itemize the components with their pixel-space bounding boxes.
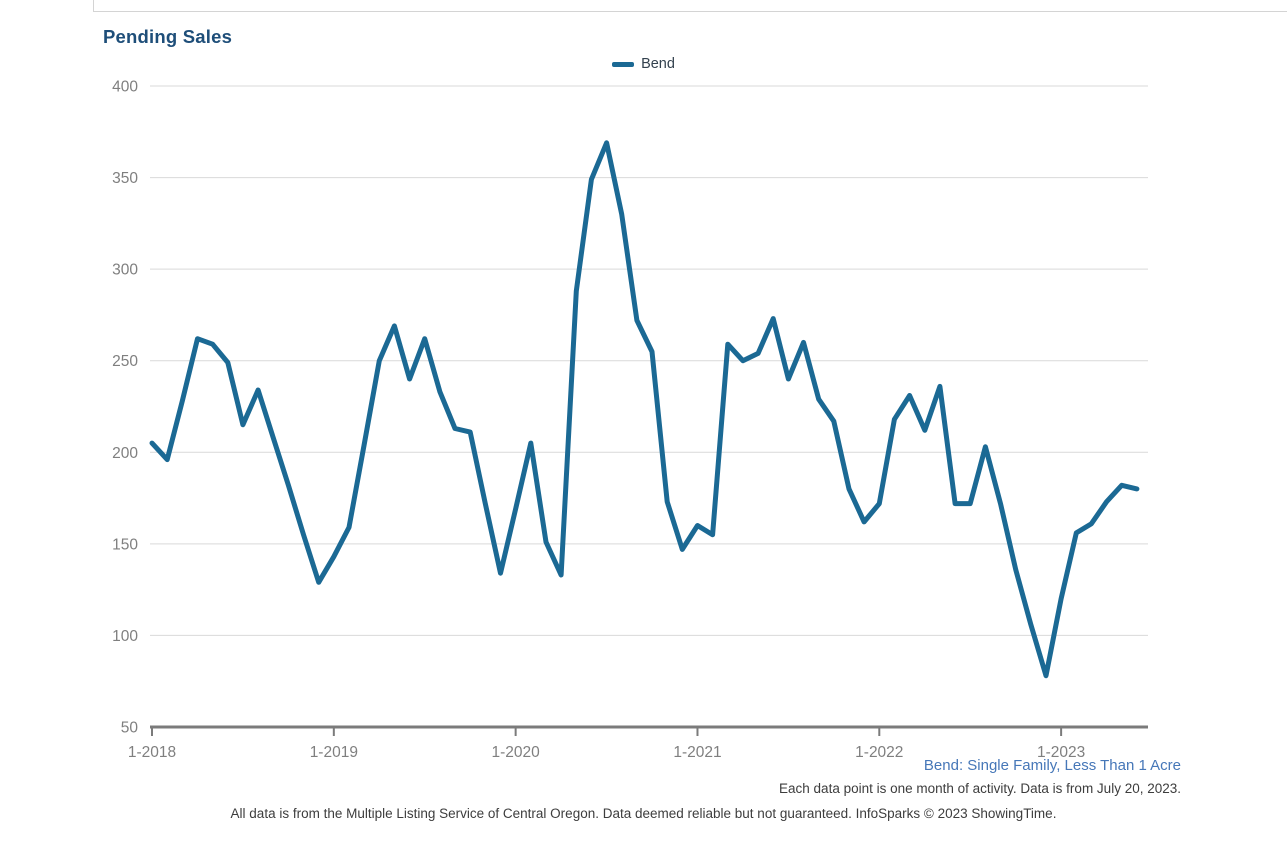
footnote-data-note: Each data point is one month of activity… <box>779 781 1181 796</box>
y-axis-label: 150 <box>112 536 138 553</box>
panel-border-corner <box>93 0 94 11</box>
y-axis-label: 400 <box>112 79 138 96</box>
y-axis-label: 350 <box>112 170 138 187</box>
x-axis-label: 1-2022 <box>855 744 903 761</box>
x-axis-label: 1-2023 <box>1037 744 1085 761</box>
x-axis-label: 1-2021 <box>673 744 721 761</box>
panel-top-border <box>93 11 1287 12</box>
legend-item-bend[interactable]: Bend <box>612 56 675 72</box>
y-axis-label: 300 <box>112 262 138 279</box>
y-axis-label: 200 <box>112 445 138 462</box>
x-axis-label: 1-2018 <box>128 744 176 761</box>
chart-legend: Bend <box>0 56 1287 72</box>
y-axis-label: 100 <box>112 628 138 645</box>
footnote-series-description: Bend: Single Family, Less Than 1 Acre <box>923 757 1181 774</box>
chart-title: Pending Sales <box>103 26 233 47</box>
x-axis-label: 1-2019 <box>310 744 358 761</box>
data-line-bend <box>149 140 1140 679</box>
y-axis-label: 250 <box>112 353 138 370</box>
y-axis-label: 50 <box>121 720 139 737</box>
footnote-disclaimer: All data is from the Multiple Listing Se… <box>230 806 1057 821</box>
legend-line-swatch <box>612 61 635 67</box>
legend-label: Bend <box>641 56 675 72</box>
x-axis-label: 1-2020 <box>492 744 541 761</box>
